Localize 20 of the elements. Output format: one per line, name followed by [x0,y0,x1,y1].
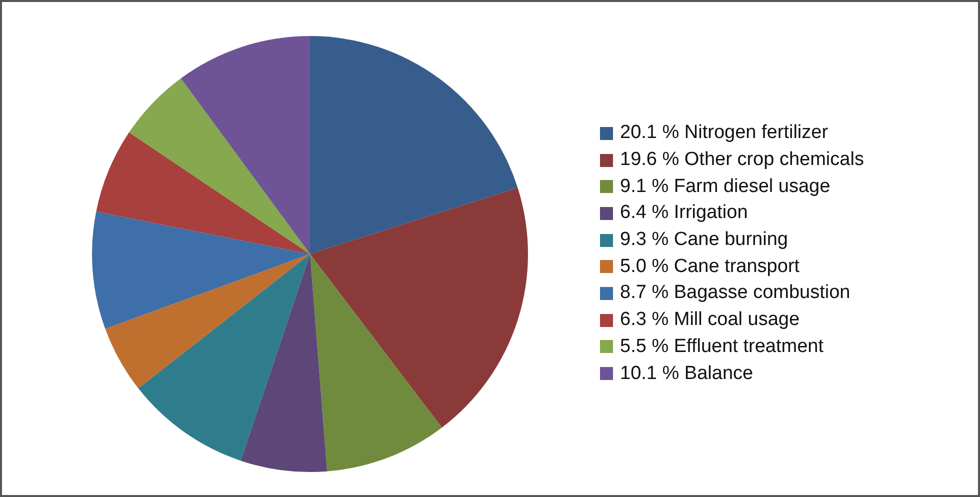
pie-slice [92,212,310,329]
pie-slice [105,254,310,388]
legend-label: 5.5 % Effluent treatment [620,336,824,358]
pie-slice [310,36,518,254]
pie-slice [310,188,528,428]
pie-slice [96,132,310,254]
legend-label: 6.4 % Irrigation [620,202,748,224]
pie-slice [180,36,310,254]
legend-label: 10.1 % Balance [620,362,754,385]
legend-label: 9.1 % Farm diesel usage [620,176,830,198]
pie-slice [129,78,310,254]
pie-slice [138,254,310,461]
pie-slice [240,254,328,472]
legend-label: 6.3 % Mill coal usage [620,309,800,332]
legend-label: 20.1 % Nitrogen fertilizer [620,122,828,144]
pie-slice [310,254,442,472]
legend-label: 5.0 % Cane transport [620,256,800,278]
legend-label: 19.6 % Other crop chemicals [620,149,864,172]
legend-label: 9.3 % Cane burning [620,229,788,252]
legend-label: 8.7 % Bagasse combustion [620,282,850,304]
